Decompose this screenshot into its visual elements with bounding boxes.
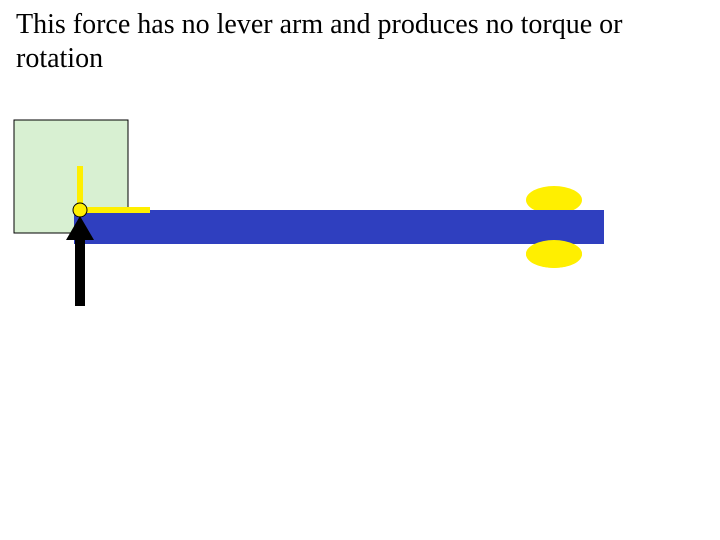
diagram-canvas: This force has no lever arm and produces… xyxy=(0,0,720,540)
diagram-svg xyxy=(0,0,720,540)
blue-beam xyxy=(74,210,604,244)
dumbbell-weight-front xyxy=(526,240,582,268)
pivot-dot xyxy=(73,203,87,217)
